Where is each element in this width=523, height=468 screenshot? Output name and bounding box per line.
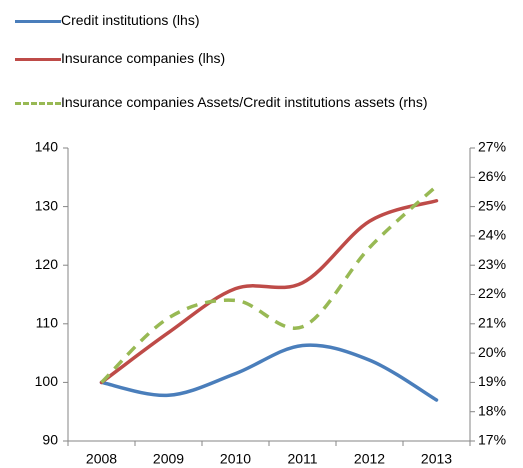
y2-tick-label: 25%	[478, 197, 506, 213]
x-tick-label: 2008	[86, 451, 117, 467]
y-tick-label: 130	[35, 197, 59, 213]
y2-tick-label: 18%	[478, 402, 506, 418]
y2-tick-label: 27%	[478, 139, 506, 155]
y2-tick-label: 20%	[478, 344, 506, 360]
y2-tick-label: 21%	[478, 315, 506, 331]
y-tick-label: 110	[36, 315, 59, 331]
y-tick-label: 120	[35, 256, 59, 272]
y-tick-label: 100	[35, 373, 59, 389]
series-line	[99, 343, 439, 402]
y2-tick-label: 23%	[478, 256, 506, 272]
legend-item: Insurance companies (lhs)	[15, 50, 521, 66]
legend-item: Insurance companies Assets/Credit instit…	[15, 94, 521, 110]
y2-tick-label: 22%	[478, 285, 506, 301]
legend-item: Credit institutions (lhs)	[15, 12, 521, 28]
y2-tick-label: 26%	[478, 168, 506, 184]
legend-label: Credit institutions (lhs)	[61, 12, 200, 28]
legend-label: Insurance companies Assets/Credit instit…	[61, 94, 428, 110]
y-tick-label: 90	[42, 432, 58, 448]
x-tick-label: 2011	[287, 451, 317, 467]
legend-swatch	[15, 20, 61, 23]
y2-tick-label: 24%	[478, 227, 506, 243]
series-line	[99, 198, 439, 385]
series-line	[100, 184, 438, 384]
legend-label: Insurance companies (lhs)	[61, 50, 226, 66]
x-tick-label: 2012	[354, 451, 385, 467]
legend-swatch	[15, 58, 61, 61]
x-tick-label: 2009	[153, 451, 184, 467]
x-tick-label: 2013	[421, 451, 452, 467]
y2-tick-label: 19%	[478, 373, 506, 389]
y-tick-label: 140	[35, 139, 59, 155]
y2-tick-label: 17%	[478, 432, 506, 448]
legend-swatch	[15, 102, 61, 105]
x-tick-label: 2010	[220, 451, 251, 467]
